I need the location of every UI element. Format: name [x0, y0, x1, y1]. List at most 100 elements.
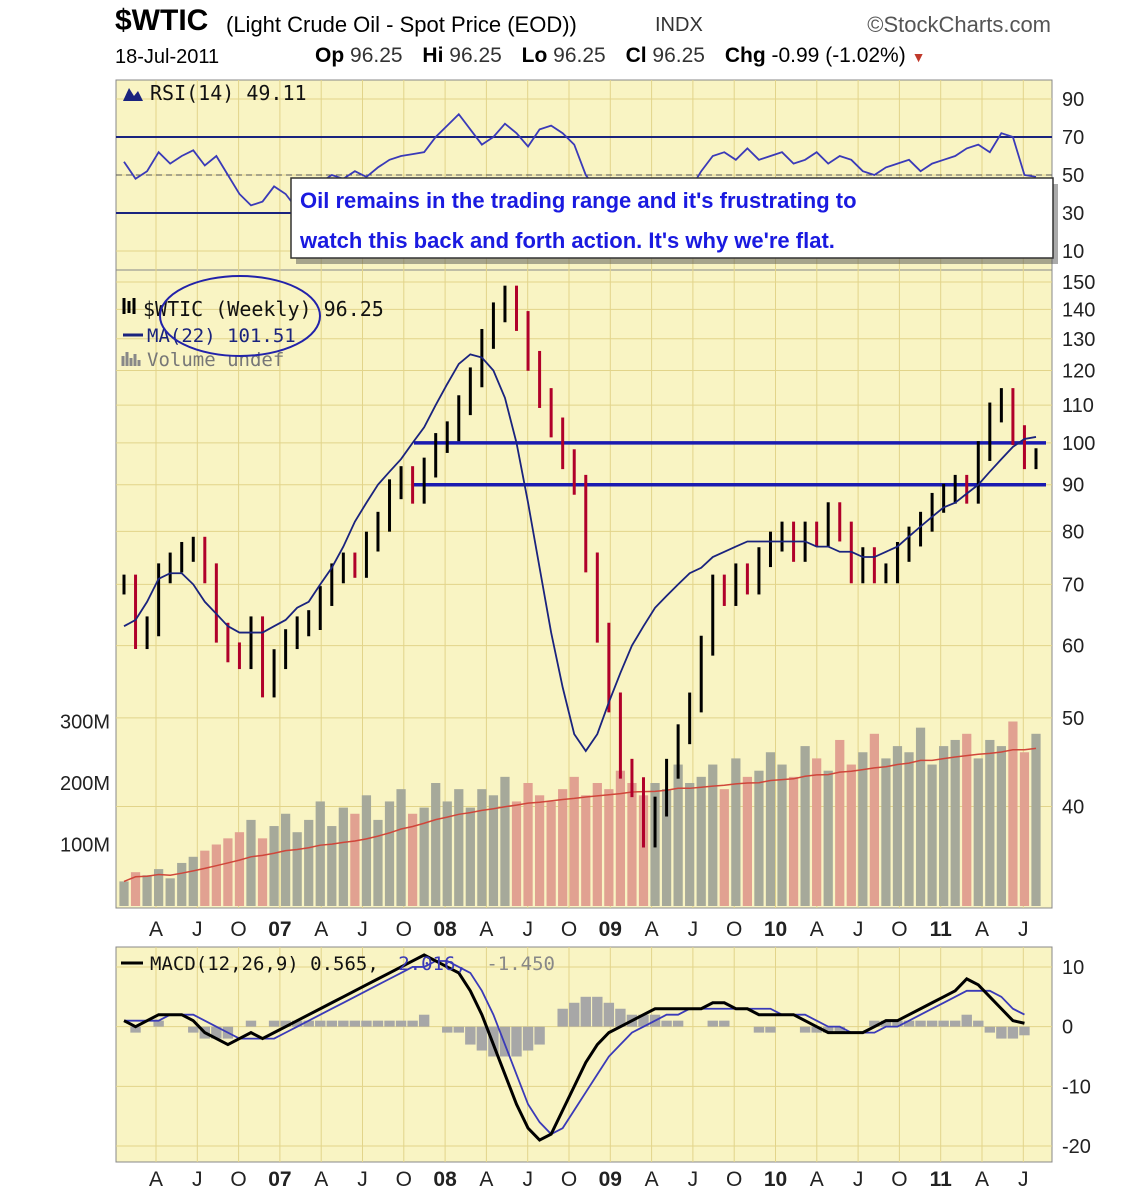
- volume-bar: [615, 770, 626, 906]
- high-label: Hi: [422, 44, 444, 67]
- x-tick-label: J: [688, 918, 699, 941]
- macd-line: [123, 953, 1025, 1142]
- rsi-y-tick-label: 90: [1062, 89, 1084, 111]
- volume-bar: [708, 764, 718, 906]
- volume-bar: [165, 878, 175, 906]
- macd-histogram-bar: [1019, 1026, 1030, 1036]
- macd-legend-histogram: -1.450: [486, 953, 555, 975]
- macd-histogram-bar: [638, 1014, 649, 1027]
- macd-histogram-bar: [926, 1020, 938, 1027]
- x-tick-label: A: [810, 1168, 824, 1191]
- candle-icon: [122, 298, 136, 314]
- macd-y-tick-label: 10: [1062, 957, 1084, 979]
- macd-histogram-bar: [511, 1026, 522, 1057]
- x-tick-label: O: [396, 918, 412, 941]
- volume-bar: [511, 801, 522, 906]
- rsi-legend: RSI(14) 49.11: [123, 81, 307, 105]
- macd-histogram-bar: [465, 1026, 476, 1045]
- macd-histogram-bar: [580, 996, 591, 1027]
- macd-histogram-bar: [719, 1020, 730, 1027]
- volume-bar: [638, 795, 649, 906]
- price-y-tick-label: 110: [1062, 395, 1094, 417]
- macd-histogram-bar: [534, 1026, 545, 1045]
- x-tick-label: O: [891, 918, 907, 941]
- x-tick-label: 08: [433, 918, 457, 941]
- macd-histogram-bar: [984, 1026, 996, 1033]
- price-legend-ma: MA(22) 101.51: [147, 325, 296, 347]
- volume-bar: [304, 819, 314, 906]
- x-tick-label: O: [561, 1168, 577, 1191]
- volume-bar: [777, 764, 787, 906]
- low-value: 96.25: [553, 44, 606, 67]
- rsi-y-tick-label: 30: [1062, 203, 1084, 225]
- x-tick-label: O: [396, 1168, 412, 1191]
- macd-histogram-bar: [753, 1026, 765, 1033]
- volume-bar: [581, 795, 591, 906]
- macd-histogram-bar: [453, 1026, 464, 1033]
- macd-histogram-bar: [211, 1026, 222, 1039]
- price-panel: [115, 269, 1053, 909]
- macd-histogram-bar: [372, 1020, 384, 1027]
- stockcharts-brand[interactable]: ©StockCharts.com: [867, 12, 1051, 37]
- x-tick-label: J: [357, 918, 368, 941]
- x-tick-label: 11: [930, 918, 953, 941]
- macd-histogram-bar: [603, 1002, 615, 1027]
- x-tick-label: J: [192, 1168, 203, 1191]
- volume-bar: [523, 783, 533, 906]
- volume-bar: [257, 838, 268, 906]
- volume-bar: [823, 770, 833, 906]
- volume-y-tick-label: 200M: [60, 773, 110, 795]
- volume-bar: [315, 801, 325, 906]
- volume-bar: [546, 801, 556, 906]
- x-tick-label: A: [810, 918, 824, 941]
- volume-bar: [731, 758, 741, 906]
- rsi-legend-text: RSI(14) 49.11: [150, 81, 307, 105]
- macd-histogram-bar: [996, 1026, 1007, 1039]
- volume-bar: [130, 872, 141, 906]
- volume-bar: [962, 733, 972, 906]
- volume-bar: [765, 752, 776, 906]
- x-tick-label: 07: [268, 1168, 291, 1191]
- volume-bar: [685, 783, 695, 906]
- macd-histogram-bar: [280, 1020, 291, 1027]
- x-tick-label: A: [314, 918, 328, 941]
- x-tick-label: J: [522, 918, 533, 941]
- macd-histogram-bar: [522, 1026, 534, 1051]
- x-tick-label: A: [479, 1168, 493, 1191]
- macd-histogram-bar: [188, 1026, 199, 1033]
- volume-bar: [200, 850, 210, 906]
- volume-bar: [569, 776, 579, 906]
- x-tick-label: O: [726, 1168, 742, 1191]
- macd-histogram-bar: [384, 1020, 395, 1027]
- volume-bar: [407, 813, 418, 906]
- macd-histogram-bar: [338, 1020, 349, 1027]
- volume-bar: [338, 807, 348, 906]
- change-value: -0.99 (-1.02%): [771, 44, 906, 67]
- volume-y-tick-label: 300M: [60, 712, 110, 734]
- change-label: Chg: [724, 44, 766, 67]
- volume-bar: [350, 813, 360, 906]
- macd-histogram-bar: [799, 1026, 811, 1033]
- volume-bar: [396, 789, 406, 906]
- volume-ma-line: [123, 747, 1037, 883]
- volume-bar: [177, 862, 187, 906]
- open-value: 96.25: [350, 44, 403, 67]
- macd-legend: MACD(12,26,9) 0.565, 2.016, -1.450: [121, 953, 555, 975]
- macd-y-tick-label: 0: [1062, 1017, 1073, 1039]
- x-tick-label: A: [149, 918, 163, 941]
- x-tick-label: 11: [930, 1168, 953, 1191]
- volume-bar: [904, 752, 914, 906]
- macd-histogram-bar: [499, 1026, 511, 1057]
- volume-bar: [500, 776, 510, 906]
- volume-bar: [534, 795, 545, 906]
- volume-bar: [154, 869, 164, 906]
- volume-bar: [754, 770, 764, 906]
- volume-bar: [973, 758, 983, 906]
- volume-bar: [1008, 721, 1018, 906]
- symbol-title: $WTIC: [115, 4, 209, 37]
- volume-bar: [892, 746, 903, 906]
- macd-histogram-bar: [973, 1020, 984, 1027]
- macd-histogram-bar: [557, 1008, 568, 1027]
- price-legend: $WTIC (Weekly) 96.25 MA(22) 101.51 Volum…: [121, 275, 384, 371]
- legend-highlight-ellipse: [159, 275, 321, 357]
